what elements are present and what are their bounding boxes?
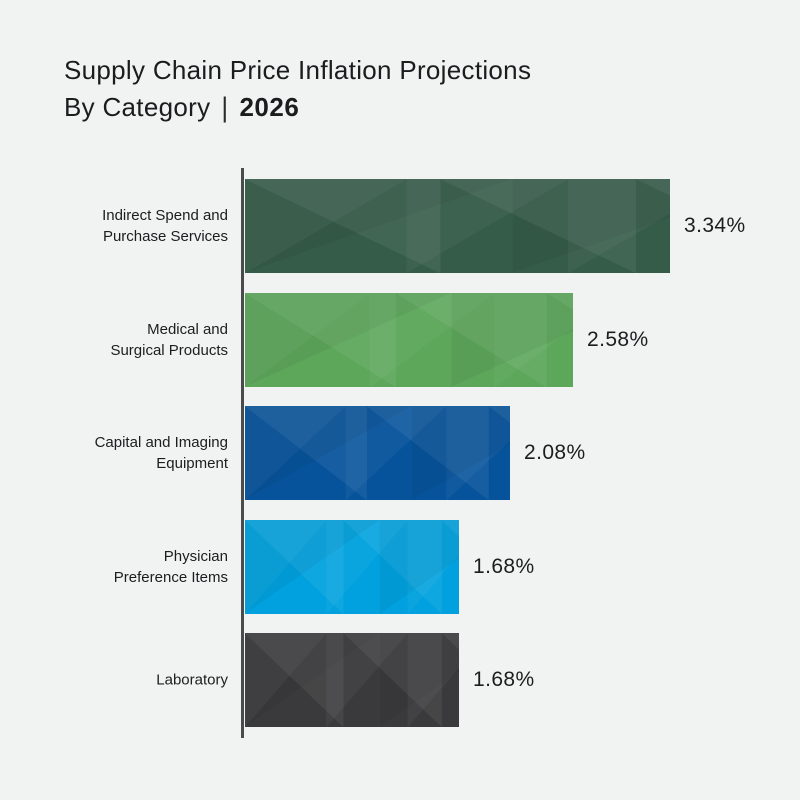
chart-title-year: 2026: [239, 92, 300, 122]
category-label: Physician Preference Items: [113, 548, 228, 586]
title-separator: |: [221, 91, 229, 123]
category-label: Medical and Surgical Products: [110, 321, 228, 359]
bar: [245, 293, 573, 387]
value-label: 1.68%: [473, 555, 535, 578]
bar-row: Medical and Surgical Products 2.58%: [0, 293, 800, 387]
category-label: Indirect Spend and Purchase Services: [102, 207, 228, 245]
value-label: 2.08%: [524, 441, 586, 464]
chart-title: Supply Chain Price Inflation Projections…: [64, 52, 531, 126]
bar: [245, 520, 459, 614]
bar-row: Capital and Imaging Equipment 2.08%: [0, 406, 800, 500]
bar: [245, 179, 670, 273]
chart-title-line2: By Category | 2026: [64, 89, 531, 126]
chart-title-line2-prefix: By Category: [64, 92, 211, 122]
value-label: 1.68%: [473, 668, 535, 691]
bar-row: Physician Preference Items 1.68%: [0, 520, 800, 614]
y-axis-line: [241, 168, 244, 738]
bar-row: Laboratory 1.68%: [0, 633, 800, 727]
bar-row: Indirect Spend and Purchase Services 3.3…: [0, 179, 800, 273]
value-label: 3.34%: [684, 214, 746, 237]
chart-title-line1: Supply Chain Price Inflation Projections: [64, 55, 532, 85]
category-label: Laboratory: [156, 671, 228, 689]
value-label: 2.58%: [587, 328, 649, 351]
bar: [245, 406, 510, 500]
bar: [245, 633, 459, 727]
category-label: Capital and Imaging Equipment: [94, 434, 228, 472]
